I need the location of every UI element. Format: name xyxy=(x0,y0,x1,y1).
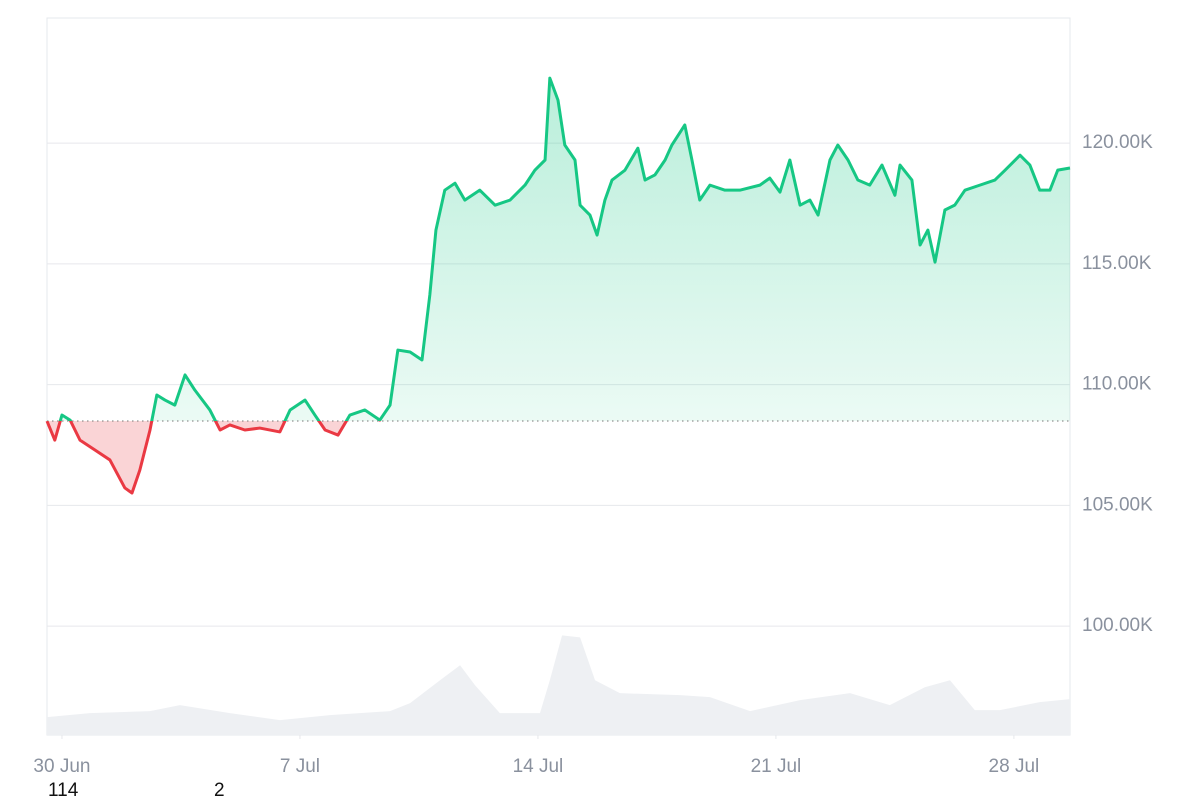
volume-area xyxy=(47,635,1070,735)
annotation: 114 xyxy=(48,780,79,800)
price-line-up xyxy=(47,76,1071,422)
y-tick-label: 110.00K xyxy=(1082,374,1152,395)
area-up xyxy=(60,78,1070,422)
x-tick-label: 28 Jul xyxy=(989,756,1040,777)
x-tick-label: 21 Jul xyxy=(751,756,802,777)
y-tick-label: 100.00K xyxy=(1082,615,1153,636)
y-tick-label: 115.00K xyxy=(1082,253,1152,274)
x-tick-label: 30 Jun xyxy=(33,756,90,777)
y-tick-label: 105.00K xyxy=(1082,494,1153,515)
x-tick-label: 7 Jul xyxy=(280,756,320,777)
x-tick-label: 14 Jul xyxy=(513,756,564,777)
y-tick-label: 120.00K xyxy=(1082,132,1153,153)
annotation: 2 xyxy=(214,780,225,800)
